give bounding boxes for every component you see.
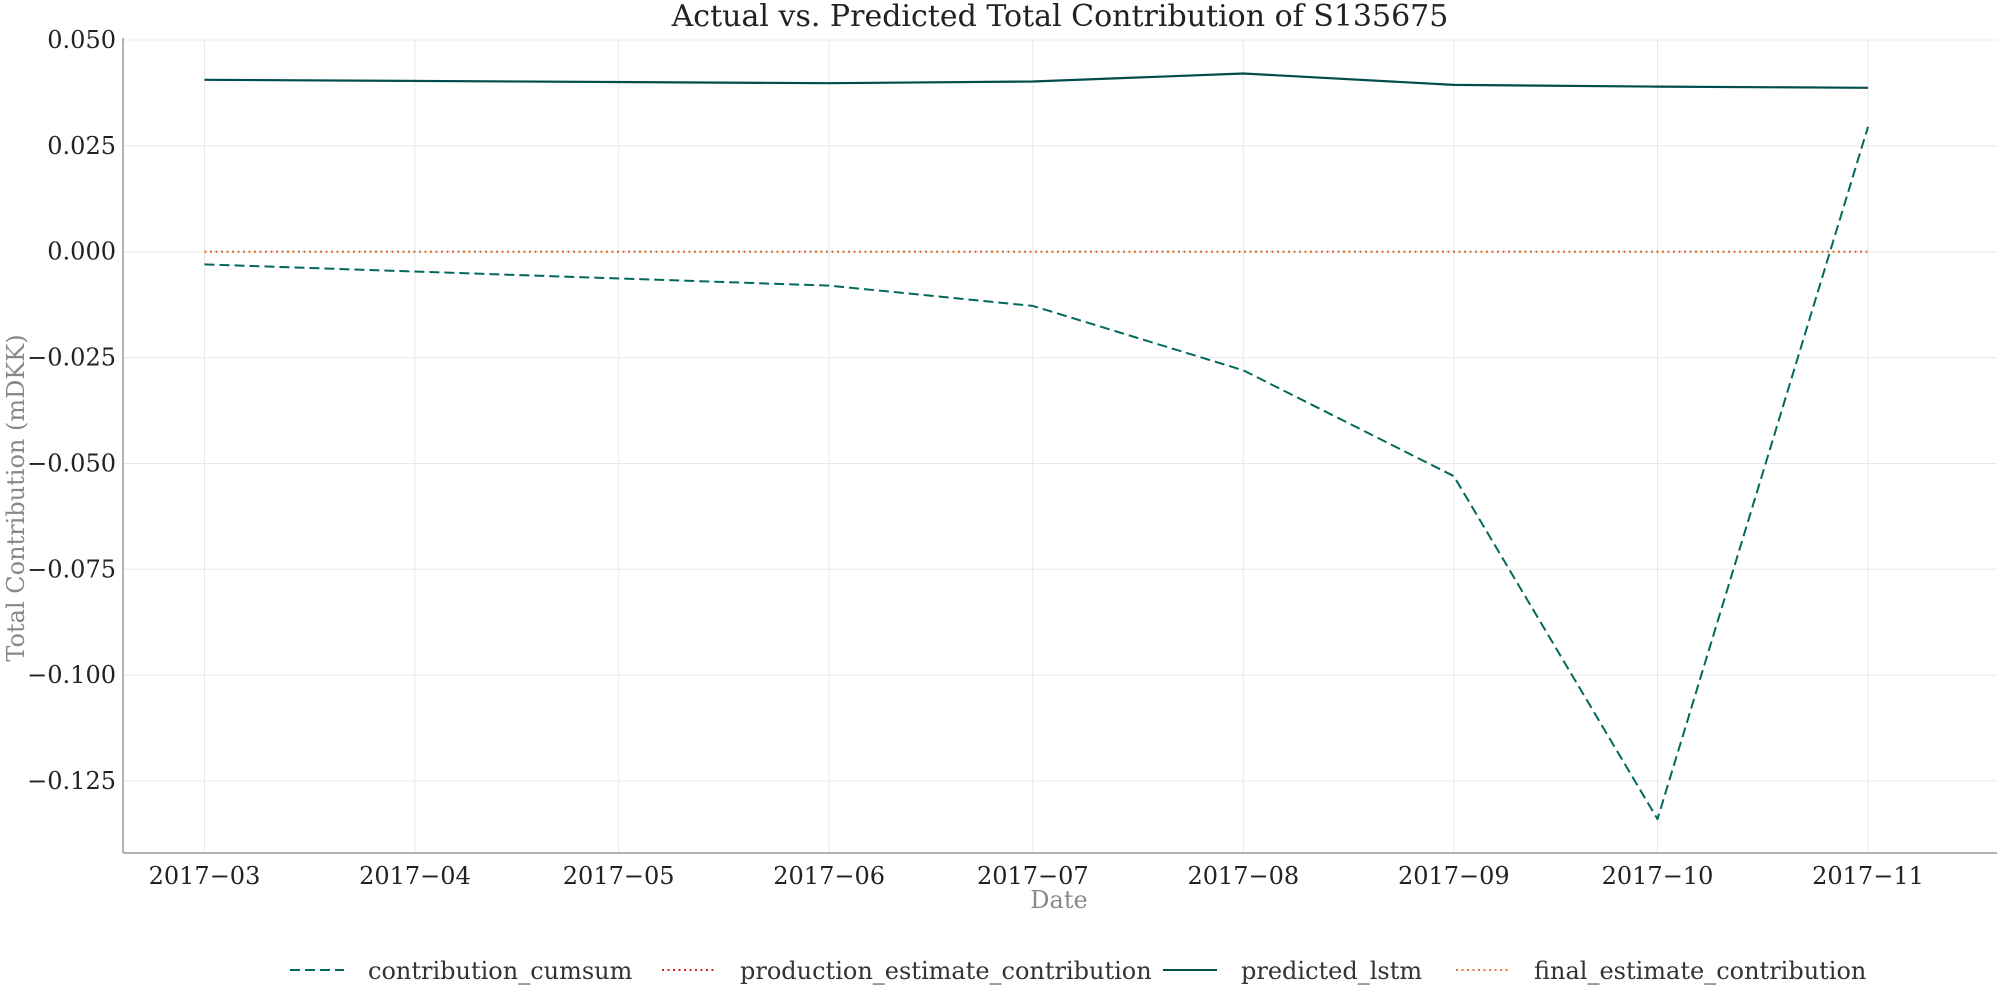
series-line-contribution-cumsum <box>204 126 1869 821</box>
y-tick-label: −0.075 <box>27 555 116 583</box>
legend: contribution_cumsum production_estimate_c… <box>290 957 1866 985</box>
y-tick-labels: 0.050 0.025 0.000 −0.025 −0.050 −0.075 −0.100 −… <box>27 26 116 795</box>
y-tick-label: −0.125 <box>27 767 116 795</box>
chart-title: Actual vs. Predicted Total Contribution … <box>671 0 1449 34</box>
y-tick-label: −0.100 <box>27 661 116 689</box>
series <box>204 72 1869 821</box>
x-tick-label: 2017−09 <box>1398 862 1510 890</box>
series-line-predicted-lstm <box>204 72 1869 89</box>
grid <box>123 39 1997 853</box>
y-tick-label: 0.000 <box>47 238 116 266</box>
x-tick-label: 2017−06 <box>773 862 885 890</box>
axes <box>122 38 1997 854</box>
y-tick-label: −0.050 <box>27 449 116 477</box>
y-tick-label: 0.050 <box>47 26 116 54</box>
x-tick-label: 2017−04 <box>359 862 471 890</box>
y-axis-label: Total Contribution (mDKK) <box>2 334 30 661</box>
x-tick-label: 2017−10 <box>1602 862 1714 890</box>
x-tick-label: 2017−03 <box>149 862 261 890</box>
legend-label: predicted_lstm <box>1241 957 1422 985</box>
x-tick-labels: 2017−03 2017−04 2017−05 2017−06 2017−07 2017−… <box>149 862 1924 890</box>
x-tick-label: 2017−07 <box>977 862 1089 890</box>
x-tick-label: 2017−08 <box>1187 862 1299 890</box>
y-tick-label: −0.025 <box>27 344 116 372</box>
legend-label: production_estimate_contribution <box>740 957 1152 985</box>
x-tick-label: 2017−05 <box>563 862 675 890</box>
legend-label: contribution_cumsum <box>368 957 633 985</box>
x-axis-label: Date <box>1030 886 1087 914</box>
legend-label: final_estimate_contribution <box>1534 957 1866 985</box>
y-tick-label: 0.025 <box>47 132 116 160</box>
x-tick-label: 2017−11 <box>1812 862 1924 890</box>
